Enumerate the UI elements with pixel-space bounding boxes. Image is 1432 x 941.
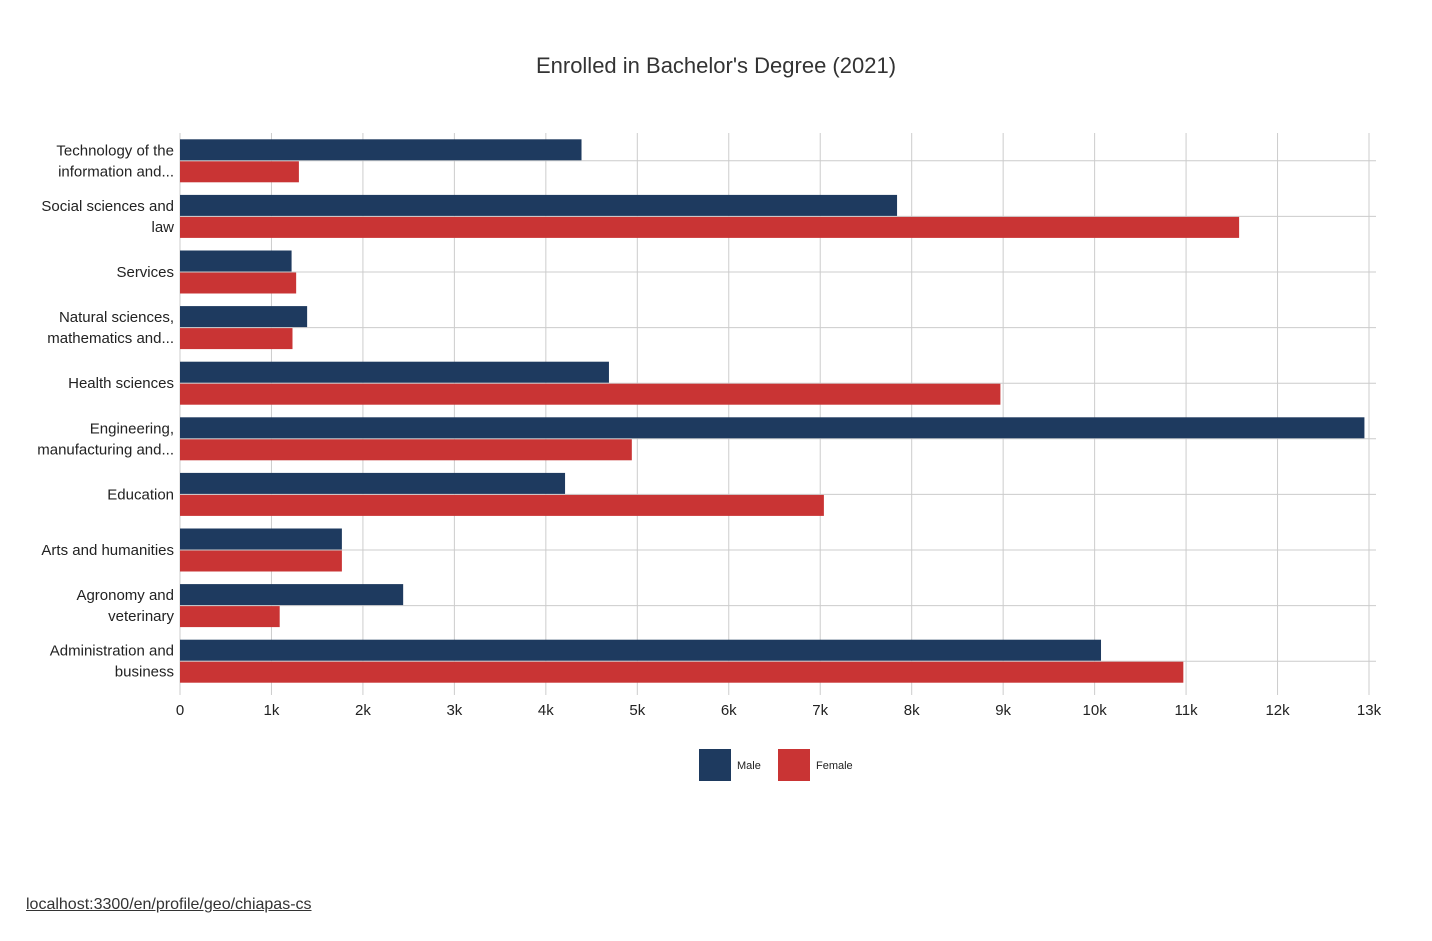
x-tick-label: 0 [176, 702, 184, 719]
page-url-link[interactable]: localhost:3300/en/profile/geo/chiapas-cs [26, 896, 312, 913]
category-label-line: Administration and [50, 643, 174, 660]
category-label: Engineering, manufacturing and... [37, 420, 174, 458]
bar-female [180, 606, 280, 628]
category-label: Administration and business [50, 643, 174, 681]
bar-male [180, 639, 1102, 661]
bar-female [180, 161, 299, 183]
category-label-line: Technology of the [56, 142, 174, 159]
bar-male [180, 250, 292, 272]
category-label-line: Arts and humanities [41, 542, 174, 559]
category-label-line: Engineering, [90, 420, 174, 437]
x-axis-ticks: 0 1k 2k 3k 4k 5k 6k 7k 8k 9k 10k 11k 12k 13k [176, 702, 1382, 719]
x-tick-label: 5k [629, 702, 645, 719]
bar-female [180, 661, 1184, 683]
x-tick-label: 12k [1265, 702, 1290, 719]
x-tick-label: 6k [721, 702, 737, 719]
category-label-line: Health sciences [68, 375, 174, 392]
x-tick-label: 11k [1175, 702, 1199, 719]
legend-label-male: Male [737, 760, 761, 772]
bar-female [180, 439, 632, 461]
category-label-line: Social sciences and [41, 198, 174, 215]
legend-swatch-male [699, 749, 731, 781]
category-label: Agronomy and veterinary [76, 587, 174, 625]
category-label: Natural sciences, mathematics and... [47, 309, 174, 347]
bar-female [180, 272, 297, 294]
x-tick-label: 13k [1357, 702, 1382, 719]
legend-swatch-female [778, 749, 810, 781]
x-tick-label: 7k [812, 702, 828, 719]
category-label: Social sciences and law [41, 198, 174, 236]
category-label: Education [107, 486, 174, 503]
category-label-line: Natural sciences, [59, 309, 174, 326]
bar-female [180, 328, 293, 350]
x-tick-label: 8k [904, 702, 920, 719]
category-label-line: manufacturing and... [37, 441, 174, 458]
bar-female [180, 383, 1001, 405]
x-tick-label: 1k [264, 702, 280, 719]
category-label-line: law [151, 219, 174, 236]
category-label-line: veterinary [108, 608, 174, 625]
bar-male [180, 194, 898, 216]
legend-label-female: Female [816, 760, 853, 772]
category-label-line: business [115, 664, 174, 681]
chart-title: Enrolled in Bachelor's Degree (2021) [536, 53, 896, 78]
category-label: Arts and humanities [41, 542, 174, 559]
x-tick-label: 10k [1083, 702, 1108, 719]
legend: Male Female [699, 749, 853, 781]
category-label-line: Services [116, 264, 174, 281]
category-labels: Technology of the information and... Socia… [37, 142, 174, 680]
bar-female [180, 494, 824, 516]
bar-male [180, 306, 308, 328]
category-label-line: information and... [58, 163, 174, 180]
bar-male [180, 584, 404, 606]
bar-male [180, 361, 609, 383]
bar-male [180, 472, 566, 494]
x-tick-label: 3k [446, 702, 462, 719]
category-label-line: Education [107, 486, 174, 503]
bar-male [180, 139, 582, 161]
bar-female [180, 550, 342, 572]
x-tick-label: 4k [538, 702, 554, 719]
category-label: Health sciences [68, 375, 174, 392]
bar-female [180, 216, 1240, 238]
category-label: Services [116, 264, 174, 281]
bar-male [180, 528, 342, 550]
category-label-line: Agronomy and [76, 587, 174, 604]
x-tick-label: 9k [995, 702, 1011, 719]
category-label-line: mathematics and... [47, 330, 174, 347]
bars [180, 139, 1365, 683]
x-tick-label: 2k [355, 702, 371, 719]
category-label: Technology of the information and... [56, 142, 174, 180]
bar-male [180, 417, 1365, 439]
